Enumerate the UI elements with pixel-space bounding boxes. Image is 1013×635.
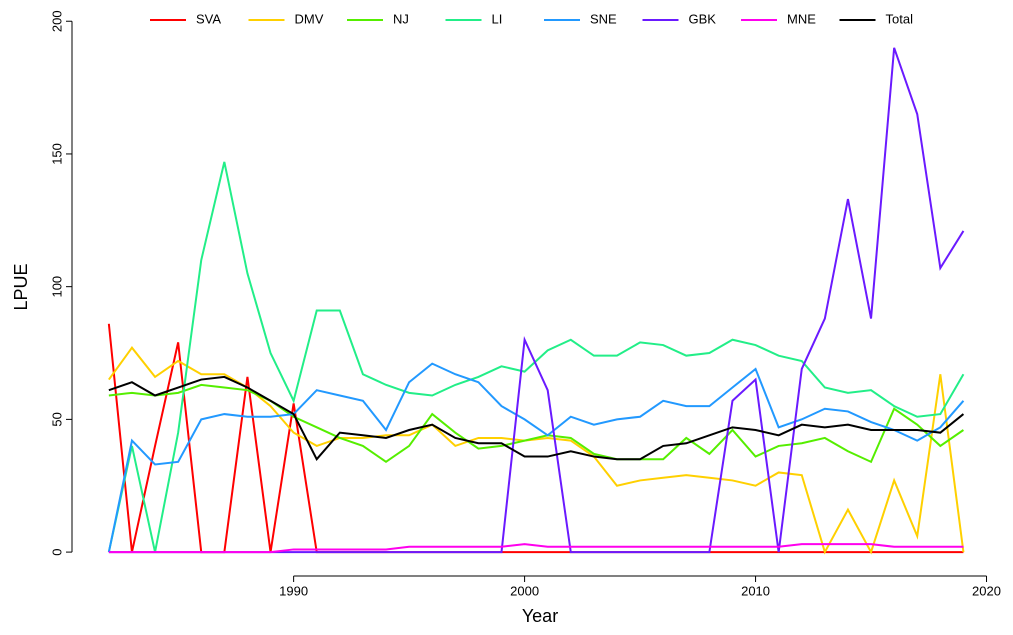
x-axis-label: Year	[522, 606, 558, 626]
y-tick-label: 200	[49, 10, 64, 32]
y-tick-label: 100	[49, 276, 64, 298]
x-tick-label: 2010	[741, 583, 770, 598]
series-line	[107, 323, 964, 554]
legend-label: SVA	[196, 11, 221, 26]
y-axis-label: LPUE	[11, 263, 31, 310]
legend-label: MNE	[787, 11, 816, 26]
legend-label: LI	[492, 11, 503, 26]
legend-label: SNE	[590, 11, 617, 26]
legend-label: DMV	[295, 11, 324, 26]
series-line	[108, 543, 964, 554]
y-tick-label: 0	[49, 548, 64, 555]
series-line	[107, 362, 965, 553]
x-tick-label: 2020	[972, 583, 1001, 598]
legend-label: Total	[886, 11, 914, 26]
series-line	[107, 161, 965, 553]
y-tick-label: 50	[49, 412, 64, 426]
x-tick-label: 1990	[279, 583, 308, 598]
legend-label: GBK	[689, 11, 717, 26]
series-line	[108, 383, 964, 464]
legend-label: NJ	[393, 11, 409, 26]
series-line	[108, 375, 965, 461]
series-line	[108, 47, 965, 554]
y-tick-label: 150	[49, 143, 64, 165]
x-tick-label: 2000	[510, 583, 539, 598]
